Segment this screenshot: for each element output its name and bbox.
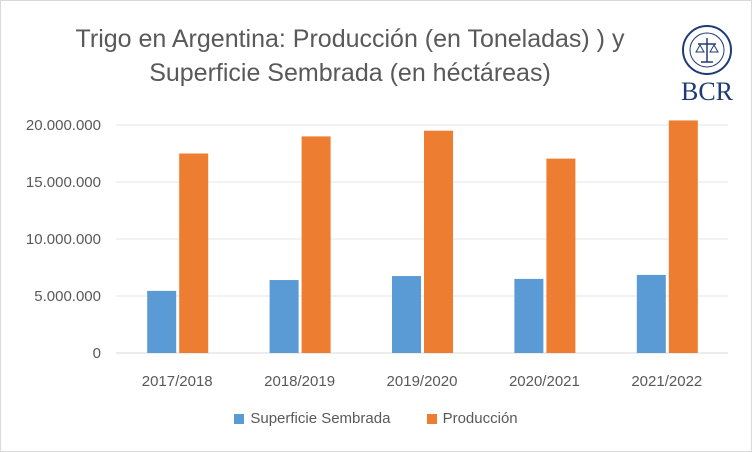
- bar-produccion: [424, 130, 453, 353]
- legend: Superficie Sembrada Producción: [0, 410, 752, 428]
- y-tick-label: 20.000.000: [26, 117, 101, 134]
- x-tick-label: 2021/2022: [631, 373, 702, 390]
- bar-produccion: [301, 136, 331, 353]
- x-tick-label: 2017/2018: [142, 373, 213, 390]
- y-tick-label: 0: [93, 345, 101, 362]
- y-tick-label: 5.000.000: [34, 288, 101, 305]
- legend-item-superficie: Superficie Sembrada: [234, 410, 390, 427]
- y-tick-label: 15.000.000: [26, 174, 101, 191]
- seal-icon: [682, 25, 732, 75]
- x-tick-label: 2019/2020: [387, 373, 458, 390]
- chart-title: Trigo en Argentina: Producción (en Tonel…: [75, 25, 625, 87]
- bar-superficie: [269, 280, 299, 353]
- bar-superficie: [514, 278, 544, 353]
- bar-produccion: [546, 158, 576, 353]
- x-tick-label: 2020/2021: [509, 373, 580, 390]
- legend-item-produccion: Producción: [426, 410, 518, 427]
- legend-swatch-superficie: [234, 413, 245, 424]
- bar-superficie: [636, 274, 666, 353]
- legend-swatch-produccion: [426, 413, 437, 424]
- bar-produccion: [668, 120, 698, 353]
- x-tick-label: 2018/2019: [264, 373, 335, 390]
- legend-label-superficie: Superficie Sembrada: [250, 410, 391, 427]
- bcr-logo: [682, 25, 732, 75]
- bar-superficie: [147, 290, 177, 353]
- logo-text: BCR: [680, 77, 734, 106]
- y-tick-label: 10.000.000: [26, 231, 101, 248]
- legend-label-produccion: Producción: [442, 410, 518, 427]
- bar-produccion: [179, 153, 209, 353]
- bar-superficie: [392, 276, 421, 353]
